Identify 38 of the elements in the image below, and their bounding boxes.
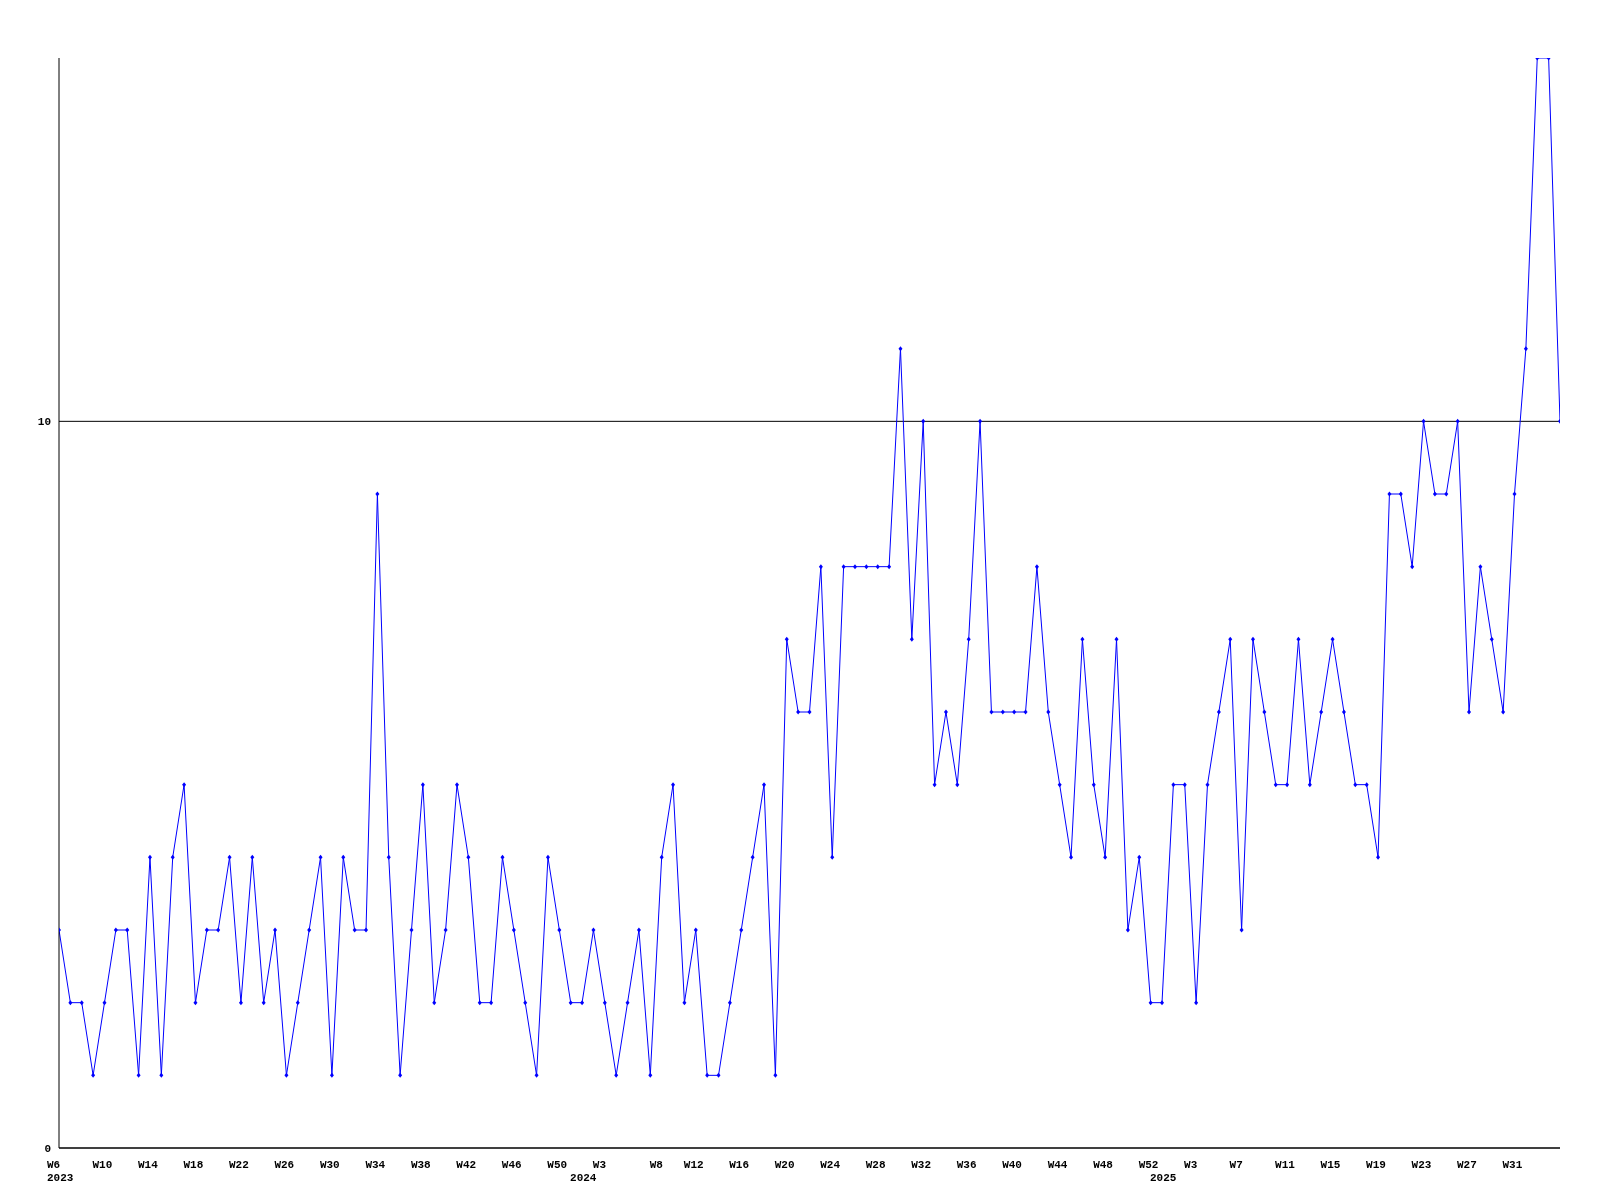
x-tick-label: W36 xyxy=(956,1159,977,1171)
x-tick-label: W34 xyxy=(365,1159,386,1171)
x-tick-label: W8 xyxy=(649,1159,664,1171)
x-tick-label: W22 xyxy=(228,1159,249,1171)
x-tick-label: W50 xyxy=(547,1159,568,1171)
x-tick-label: W38 xyxy=(410,1159,432,1171)
x-tick-label: W26 xyxy=(274,1159,295,1171)
x-tick-label: W7 xyxy=(1229,1159,1243,1171)
x-tick-label: W48 xyxy=(1093,1159,1114,1171)
x-tick-label: W3 xyxy=(592,1159,607,1171)
x-tick-label: W14 xyxy=(137,1159,159,1171)
y-tick-label: 0 xyxy=(44,1142,51,1155)
text: 2025 xyxy=(1150,1172,1177,1184)
text: 2024 xyxy=(570,1172,597,1184)
x-tick-label: W44 xyxy=(1047,1159,1068,1171)
x-tick-label: W42 xyxy=(456,1159,477,1171)
x-tick-label: W31 xyxy=(1502,1159,1523,1171)
x-tick-label: W10 xyxy=(92,1159,113,1171)
x-tick-label: W16 xyxy=(729,1159,750,1171)
x-tick-label: W30 xyxy=(319,1159,340,1171)
x-tick-label: W23 xyxy=(1411,1159,1432,1171)
x-tick-label: W19 xyxy=(1366,1159,1386,1171)
x-tick-label: W11 xyxy=(1275,1159,1296,1171)
x-tick-label: W32 xyxy=(911,1159,932,1171)
x-tick-label: W40 xyxy=(1002,1159,1022,1171)
x-tick-label: W3 xyxy=(1184,1159,1198,1171)
x-tick-label: W24 xyxy=(820,1159,841,1171)
x-tick-label: W46 xyxy=(501,1159,522,1171)
x-tick-label: W20 xyxy=(774,1159,795,1171)
x-tick-label: W6 xyxy=(47,1159,61,1171)
text: 2023 xyxy=(47,1172,74,1184)
y-tick-label: 10 xyxy=(37,416,51,429)
x-tick-label: W18 xyxy=(183,1159,204,1171)
x-tick-label: W52 xyxy=(1138,1159,1159,1171)
x-tick-label: W27 xyxy=(1457,1159,1477,1171)
x-tick-label: W28 xyxy=(865,1159,886,1171)
x-tick-label: W12 xyxy=(683,1159,704,1171)
x-tick-label: W15 xyxy=(1320,1159,1341,1171)
